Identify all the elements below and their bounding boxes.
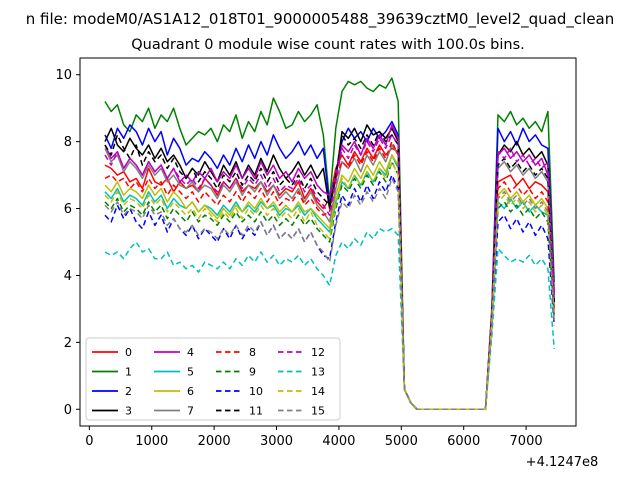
legend-label-8: 8 xyxy=(249,346,256,359)
chart-suptitle: n file: modeM0/AS1A12_018T01_9000005488_… xyxy=(26,10,615,29)
x-axis: 0 1000 2000 3000 4000 5000 6000 7000 xyxy=(85,426,543,449)
legend-label-10: 10 xyxy=(249,385,263,398)
legend-box xyxy=(85,337,341,421)
y-tick-label: 2 xyxy=(64,336,72,351)
legend-label-9: 9 xyxy=(249,366,256,379)
legend-label-4: 4 xyxy=(187,346,194,359)
series-line-12 xyxy=(104,134,555,411)
y-tick-label: 0 xyxy=(64,403,72,418)
chart-title: Quadrant 0 module wise count rates with … xyxy=(131,37,525,53)
series-line-15 xyxy=(104,177,555,411)
y-tick-label: 10 xyxy=(55,68,72,83)
x-offset-label: +4.1247e8 xyxy=(526,455,599,470)
x-tick-label: 3000 xyxy=(260,434,293,449)
legend-label-11: 11 xyxy=(249,405,263,418)
y-tick-label: 6 xyxy=(64,202,72,217)
plot-frame xyxy=(79,57,577,427)
y-tick-label: 4 xyxy=(64,269,72,284)
x-tick-label: 7000 xyxy=(510,434,543,449)
legend-label-3: 3 xyxy=(125,405,132,418)
x-tick-label: 5000 xyxy=(385,434,418,449)
series-line-8 xyxy=(104,140,555,411)
legend-label-7: 7 xyxy=(187,405,194,418)
y-tick-label: 8 xyxy=(64,135,72,150)
legend-label-15: 15 xyxy=(311,405,325,418)
series-line-9 xyxy=(104,160,555,411)
x-tick-label: 4000 xyxy=(322,434,355,449)
legend-label-13: 13 xyxy=(311,366,325,379)
y-axis: 0 2 4 6 8 10 xyxy=(55,68,80,418)
x-tick-label: 1000 xyxy=(135,434,168,449)
x-tick-label: 2000 xyxy=(198,434,231,449)
series-layer xyxy=(104,77,555,411)
legend-label-12: 12 xyxy=(311,346,325,359)
legend-label-0: 0 xyxy=(125,346,132,359)
x-tick-label: 6000 xyxy=(447,434,480,449)
legend-label-14: 14 xyxy=(311,385,325,398)
legend-label-2: 2 xyxy=(125,385,132,398)
legend-label-6: 6 xyxy=(187,385,194,398)
legend-label-1: 1 xyxy=(125,366,132,379)
legend-label-5: 5 xyxy=(187,366,194,379)
x-tick-label: 0 xyxy=(85,434,93,449)
